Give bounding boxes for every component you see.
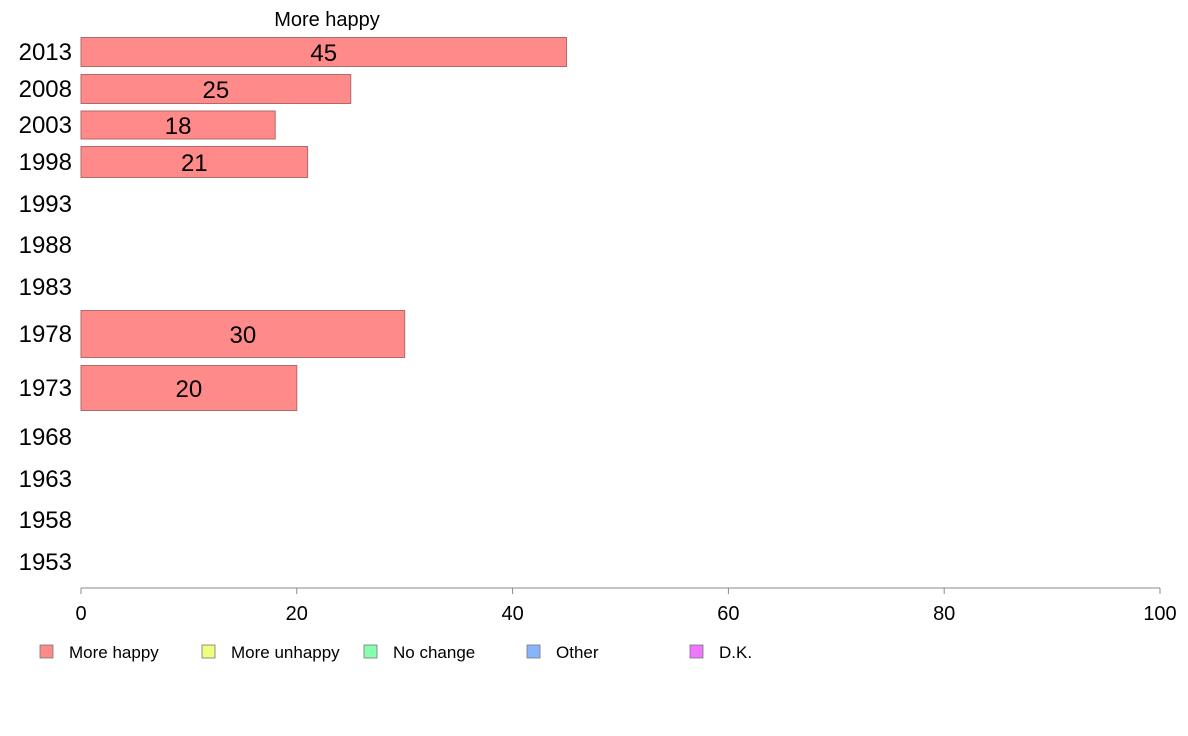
legend-swatch [363, 644, 378, 659]
legend-swatch [526, 644, 541, 659]
y-tick-label: 1993 [19, 191, 72, 218]
bar [80, 365, 298, 411]
bar-value-label: 20 [176, 376, 203, 403]
y-tick-label: 1953 [19, 549, 72, 576]
y-tick-label: 2008 [19, 76, 72, 103]
y-tick-label: 2003 [19, 112, 72, 139]
y-tick-label: 1963 [19, 466, 72, 493]
x-tick-label: 100 [1143, 603, 1176, 625]
bar [80, 110, 276, 140]
legend-item: No change [363, 643, 475, 662]
bar [80, 310, 406, 358]
legend-label: More unhappy [231, 643, 340, 662]
x-tick-label: 0 [75, 603, 86, 625]
x-tick-label: 80 [933, 603, 955, 625]
chart-title: More happy [274, 9, 380, 31]
legend-label: More happy [69, 643, 159, 662]
x-tick-label: 20 [286, 603, 308, 625]
bars-group [80, 37, 568, 411]
y-tick-label: 1978 [19, 321, 72, 348]
legend-label: Other [556, 643, 599, 662]
legend-item: D.K. [689, 643, 752, 662]
y-tick-label: 1983 [19, 274, 72, 301]
legend-item: Other [526, 643, 599, 662]
bar-value-label: 18 [165, 113, 192, 140]
bar-value-label: 25 [203, 77, 230, 104]
x-tick-label: 60 [717, 603, 739, 625]
x-tick-label: 40 [501, 603, 523, 625]
legend: More happy More unhappy No change Other D.K. [39, 643, 752, 662]
legend-swatch [39, 644, 54, 659]
legend-swatch [689, 644, 704, 659]
legend-item: More happy [39, 643, 159, 662]
y-tick-label: 1973 [19, 375, 72, 402]
bar [80, 74, 352, 104]
bar-labels-group: 45 25 18 21 30 20 [165, 40, 337, 403]
bar-value-label: 30 [229, 322, 256, 349]
y-tick-label: 1958 [19, 507, 72, 534]
bar [80, 37, 568, 67]
legend-label: D.K. [719, 643, 752, 662]
legend-item: More unhappy [201, 643, 340, 662]
y-axis-tick-labels: 2013 2008 2003 1998 1993 1988 1983 1978 1973 1968… [19, 39, 72, 576]
legend-label: No change [393, 643, 475, 662]
y-tick-label: 2013 [19, 39, 72, 66]
legend-swatch [201, 644, 216, 659]
bar [80, 146, 309, 178]
y-tick-label: 1968 [19, 424, 72, 451]
y-tick-label: 1988 [19, 232, 72, 259]
bar-value-label: 21 [181, 150, 208, 177]
bar-value-label: 45 [310, 40, 337, 67]
y-tick-label: 1998 [19, 149, 72, 176]
x-axis: 0 20 40 60 80 100 [75, 587, 1177, 625]
